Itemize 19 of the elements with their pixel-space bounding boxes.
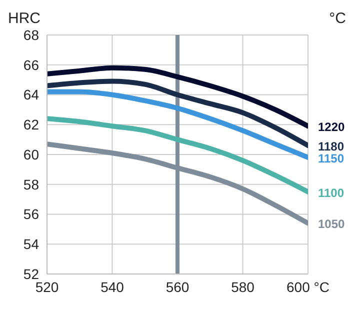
y-tick-label: 60 — [23, 146, 40, 162]
y-tick-label: 54 — [23, 236, 40, 252]
y-axis-title: HRC — [8, 10, 40, 27]
series-label: 1050 — [318, 217, 346, 232]
x-tick-label: 580 — [231, 278, 255, 295]
y-tick-label: 66 — [23, 56, 40, 73]
y-tick-label: 64 — [23, 86, 40, 103]
text: °C — [329, 10, 346, 27]
y-tick-label: 56 — [23, 206, 40, 222]
y-tick-label: 62 — [23, 116, 40, 133]
y-tick-label: 58 — [23, 176, 40, 192]
x-tick-label: 600 °C — [286, 278, 330, 295]
series-label: 1100 — [318, 186, 344, 200]
x-tick-label: 540 — [100, 278, 124, 295]
series-label: 1180 — [318, 140, 344, 154]
series-label: 1150 — [318, 151, 344, 166]
y-tick-label: 68 — [23, 26, 40, 43]
x-tick-label: 560 — [166, 278, 190, 295]
series-label: 1220 — [318, 120, 346, 134]
